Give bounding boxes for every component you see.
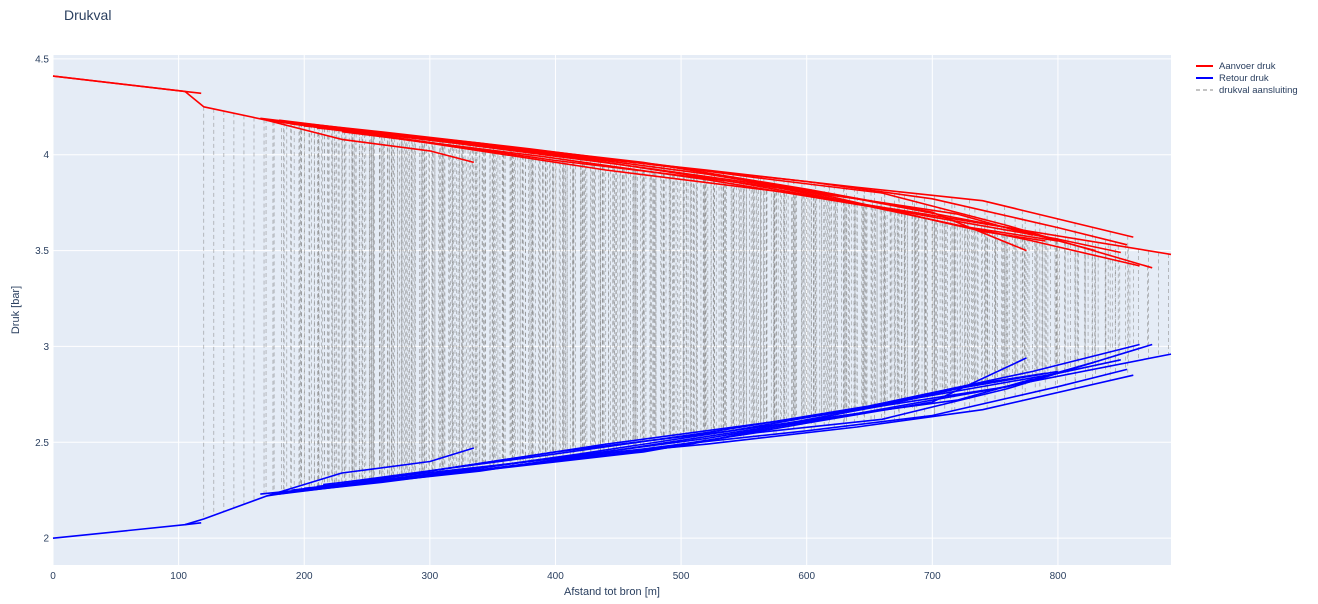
x-tick-label: 200 xyxy=(296,571,313,582)
x-tick-label: 600 xyxy=(798,571,815,582)
legend[interactable]: Aanvoer druk Retour druk drukval aanslui… xyxy=(1196,61,1298,96)
x-tick-label: 700 xyxy=(924,571,941,582)
legend-item-return[interactable]: Retour druk xyxy=(1196,73,1269,84)
x-tick-label: 100 xyxy=(170,571,187,582)
x-tick-label: 400 xyxy=(547,571,564,582)
legend-label-supply: Aanvoer druk xyxy=(1219,61,1276,72)
legend-item-supply[interactable]: Aanvoer druk xyxy=(1196,61,1276,72)
supply-line xyxy=(341,130,1140,267)
return-line xyxy=(323,361,1096,486)
plot-area xyxy=(53,55,1171,565)
series-lines xyxy=(52,75,1172,539)
legend-label-connection: drukval aansluiting xyxy=(1219,85,1298,96)
x-tick-label: 300 xyxy=(422,571,439,582)
return-line xyxy=(291,372,1046,491)
return-line xyxy=(341,343,1140,484)
supply-line xyxy=(366,132,1121,254)
x-tick-label: 0 xyxy=(50,571,56,582)
y-axis-ticks: 2 2.5 3 3.5 4 4.5 xyxy=(35,54,49,544)
y-tick-label: 2 xyxy=(43,534,49,545)
y-tick-label: 3.5 xyxy=(35,246,49,257)
y-axis-label: Druk [bar] xyxy=(10,286,22,334)
x-axis-label: Afstand tot bron [m] xyxy=(564,586,660,598)
supply-line xyxy=(272,119,1128,246)
connection-lines xyxy=(203,106,1169,519)
y-tick-label: 4.5 xyxy=(35,54,49,65)
supply-line xyxy=(52,75,202,95)
supply-line xyxy=(266,119,475,164)
y-tick-label: 2.5 xyxy=(35,438,49,449)
return-line xyxy=(266,447,475,497)
x-tick-label: 800 xyxy=(1050,571,1067,582)
y-tick-label: 4 xyxy=(43,150,49,161)
x-axis-ticks: 0 100 200 300 400 500 600 700 800 xyxy=(50,571,1067,582)
legend-label-return: Retour druk xyxy=(1219,73,1269,84)
supply-line xyxy=(323,127,1096,252)
chart-title: Drukval xyxy=(64,7,111,23)
x-tick-label: 500 xyxy=(673,571,690,582)
return-line xyxy=(366,359,1121,482)
return-line xyxy=(184,522,202,526)
legend-item-connection[interactable]: drukval aansluiting xyxy=(1196,85,1298,96)
y-tick-label: 3 xyxy=(43,342,49,353)
